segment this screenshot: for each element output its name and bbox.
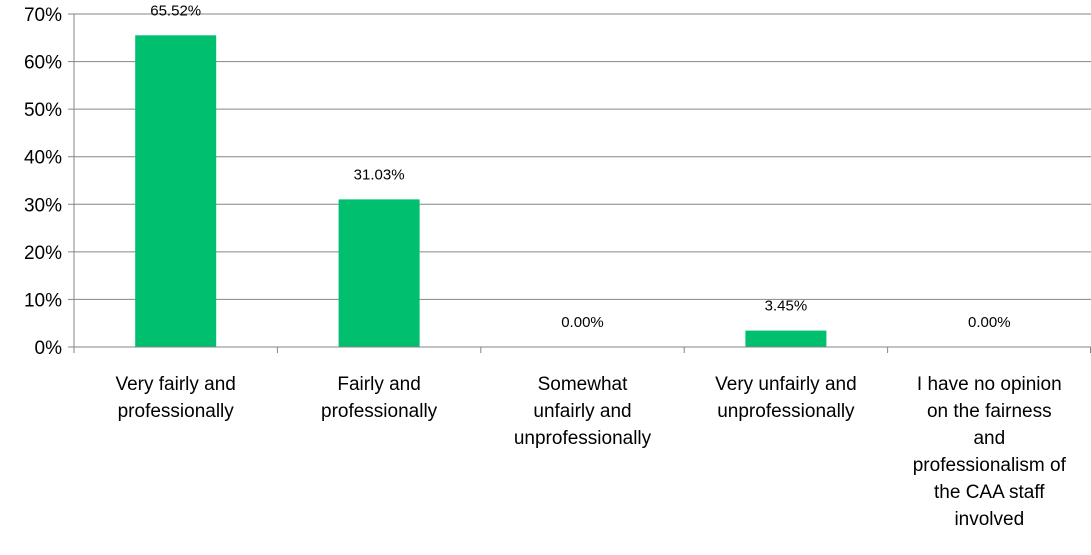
data-label: 0.00% [561,314,604,331]
x-category-label-line: unprofessionally [717,401,855,422]
x-category-label: Very unfairly and unprofessionally [715,374,857,422]
axes [68,13,1091,353]
x-category-label-line: unprofessionally [514,428,652,449]
x-category-label-line: Fairly and [337,374,420,395]
bars [135,35,827,347]
x-category-label-line: and [973,428,1005,449]
y-tick-label: 50% [24,100,62,121]
x-category-label: Somewhat unfairly and unprofessionally [514,374,652,449]
x-category-label-line: Very fairly and [115,374,235,395]
data-label: 31.03% [354,166,405,183]
bar [745,330,827,347]
x-category-label-line: the CAA staff [934,482,1045,503]
bar [338,199,420,347]
gridlines [74,13,1091,300]
x-category-label: Fairly and professionally [321,374,438,422]
y-tick-label: 0% [35,338,63,359]
labels: 0% 10% 20% 30% 40% 50% 60% 70% 65.52% Very fairly… [24,2,1067,530]
x-category-label-line: I have no opinion [917,374,1062,395]
x-category-label-line: professionally [118,401,235,422]
data-label: 65.52% [150,2,201,19]
x-category-label-line: unfairly and [533,401,631,422]
y-tick-label: 70% [24,5,62,26]
x-category-label-line: professionalism of [913,455,1067,476]
bar [135,35,217,347]
data-label: 3.45% [765,298,808,315]
y-tick-label: 20% [24,243,62,264]
y-tick-label: 40% [24,148,62,169]
data-label: 0.00% [968,314,1011,331]
x-category-label-line: Somewhat [538,374,628,395]
y-tick-label: 10% [24,290,62,311]
x-category-label: Very fairly and professionally [115,374,235,422]
y-tick-label: 60% [24,53,62,74]
x-category-label-line: professionally [321,401,438,422]
x-category-label-line: involved [954,509,1024,530]
x-category-label: I have no opinion on the fairness and profe… [913,374,1067,530]
x-category-label-line: on the fairness [927,401,1052,422]
x-category-label-line: Very unfairly and [715,374,857,395]
y-tick-label: 30% [24,195,62,216]
